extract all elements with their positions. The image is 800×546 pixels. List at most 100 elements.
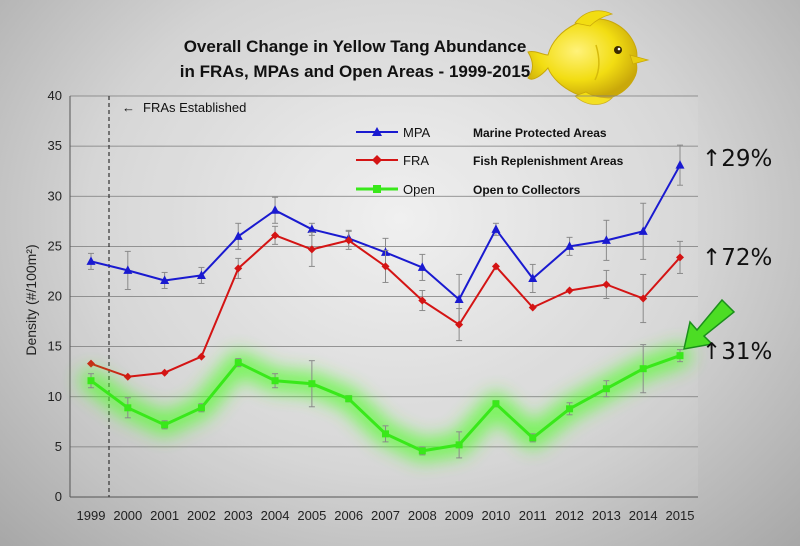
x-tick-label-2006: 2006 bbox=[334, 508, 363, 523]
x-axis-ticks: 1999 2000 2001 2002 2003 2004 2005 2006 2007 2008… bbox=[77, 508, 695, 523]
x-tick-label-2005: 2005 bbox=[297, 508, 326, 523]
point-open-2007 bbox=[382, 430, 389, 438]
x-tick-label-1999: 1999 bbox=[77, 508, 106, 523]
x-tick-label-2007: 2007 bbox=[371, 508, 400, 523]
point-open-2011 bbox=[529, 434, 537, 442]
point-fra-2007 bbox=[381, 262, 390, 271]
point-open-2014 bbox=[639, 365, 647, 373]
y-axis-ticks: 0 5 10 15 20 25 30 35 40 bbox=[48, 88, 62, 504]
point-open-2012 bbox=[566, 405, 574, 413]
y-tick-label-20: 20 bbox=[48, 289, 62, 304]
point-open-2005 bbox=[308, 380, 316, 388]
point-open-2000 bbox=[124, 404, 132, 412]
point-mpa-2002 bbox=[196, 270, 206, 279]
legend-desc-mpa: Marine Protected Areas bbox=[473, 126, 607, 140]
point-mpa-2004 bbox=[270, 205, 280, 214]
point-fra-2002 bbox=[197, 352, 206, 361]
y-tick-label-25: 25 bbox=[48, 238, 62, 253]
point-fra-1999 bbox=[87, 359, 95, 368]
legend-desc-fra: Fish Replenishment Areas bbox=[473, 154, 624, 168]
point-fra-2005 bbox=[307, 245, 316, 254]
point-open-2003 bbox=[234, 359, 242, 367]
point-mpa-2014 bbox=[638, 226, 648, 235]
legend-name-fra: FRA bbox=[403, 153, 429, 168]
y-tick-label-0: 0 bbox=[55, 489, 62, 504]
x-tick-label-2008: 2008 bbox=[408, 508, 437, 523]
point-open-2015 bbox=[676, 352, 684, 360]
point-open-2013 bbox=[602, 385, 610, 393]
point-open-2004 bbox=[271, 377, 279, 385]
point-fra-2003 bbox=[234, 264, 243, 273]
point-mpa-2009 bbox=[454, 294, 464, 304]
point-fra-2013 bbox=[602, 280, 611, 289]
legend-item-fra: FRA Fish Replenishment Areas bbox=[356, 153, 624, 168]
fras-established-arrow: ← bbox=[122, 100, 135, 115]
legend-item-open: Open Open to Collectors bbox=[356, 182, 581, 197]
point-mpa-2001 bbox=[160, 275, 170, 284]
series-fra bbox=[87, 225, 684, 381]
y-axis-label: Density (#/100m²) bbox=[23, 244, 39, 355]
point-fra-2011 bbox=[528, 303, 537, 312]
series-layer bbox=[80, 144, 691, 462]
y-tick-label-5: 5 bbox=[55, 439, 62, 454]
chart-title-line-2: in FRAs, MPAs and Open Areas - 1999-2015 bbox=[180, 62, 531, 81]
point-open-2009 bbox=[455, 441, 463, 449]
y-tick-label-15: 15 bbox=[48, 339, 62, 354]
x-tick-label-2000: 2000 bbox=[113, 508, 142, 523]
x-tick-label-2004: 2004 bbox=[261, 508, 290, 523]
x-tick-label-2015: 2015 bbox=[666, 508, 695, 523]
point-fra-2004 bbox=[271, 231, 280, 240]
pct-change-open: ↑31% bbox=[702, 339, 772, 365]
point-fra-2014 bbox=[639, 294, 648, 303]
point-fra-2001 bbox=[160, 368, 169, 377]
x-tick-label-2009: 2009 bbox=[445, 508, 474, 523]
legend-item-mpa: MPA Marine Protected Areas bbox=[356, 125, 607, 140]
fras-established-label: FRAs Established bbox=[143, 100, 246, 115]
y-tick-label-10: 10 bbox=[48, 389, 62, 404]
point-fra-2015 bbox=[676, 253, 684, 262]
point-open-2010 bbox=[492, 400, 500, 408]
green-arrow-icon bbox=[683, 298, 736, 350]
legend: MPA Marine Protected Areas FRA Fish Repl… bbox=[356, 125, 624, 197]
x-tick-label-2012: 2012 bbox=[555, 508, 584, 523]
point-fra-2000 bbox=[123, 372, 132, 381]
point-mpa-2000 bbox=[123, 265, 133, 274]
y-tick-label-35: 35 bbox=[48, 138, 62, 153]
series-open bbox=[80, 344, 691, 462]
point-open-2001 bbox=[161, 421, 169, 429]
x-tick-label-2003: 2003 bbox=[224, 508, 253, 523]
point-open-1999 bbox=[87, 377, 95, 385]
x-tick-label-2013: 2013 bbox=[592, 508, 621, 523]
x-tick-label-2002: 2002 bbox=[187, 508, 216, 523]
point-fra-2008 bbox=[418, 296, 427, 305]
y-tick-label-40: 40 bbox=[48, 88, 62, 103]
x-tick-label-2011: 2011 bbox=[519, 508, 547, 523]
point-mpa-2005 bbox=[307, 224, 317, 233]
chart-title-line-1: Overall Change in Yellow Tang Abundance bbox=[184, 37, 527, 56]
point-open-2008 bbox=[418, 447, 426, 455]
pct-change-mpa: ↑29% bbox=[702, 146, 772, 172]
point-open-2002 bbox=[197, 404, 205, 412]
point-mpa-2003 bbox=[233, 231, 243, 240]
yellow-tang-fish-icon bbox=[527, 10, 650, 105]
point-mpa-2008 bbox=[417, 262, 427, 271]
point-fra-2009 bbox=[455, 320, 464, 329]
x-tick-label-2001: 2001 bbox=[150, 508, 179, 523]
x-tick-label-2014: 2014 bbox=[629, 508, 658, 523]
pct-change-fra: ↑72% bbox=[702, 245, 772, 271]
x-tick-label-2010: 2010 bbox=[481, 508, 510, 523]
point-mpa-2015 bbox=[675, 160, 685, 169]
legend-name-open: Open bbox=[403, 182, 435, 197]
point-mpa-1999 bbox=[86, 256, 96, 265]
legend-desc-open: Open to Collectors bbox=[473, 183, 581, 197]
legend-name-mpa: MPA bbox=[403, 125, 431, 140]
point-mpa-2011 bbox=[528, 273, 538, 282]
y-tick-label-30: 30 bbox=[48, 188, 62, 203]
point-mpa-2013 bbox=[601, 235, 611, 244]
point-fra-2012 bbox=[565, 286, 574, 295]
point-mpa-2010 bbox=[491, 224, 501, 233]
point-open-2006 bbox=[345, 395, 353, 403]
point-fra-2010 bbox=[491, 262, 500, 271]
